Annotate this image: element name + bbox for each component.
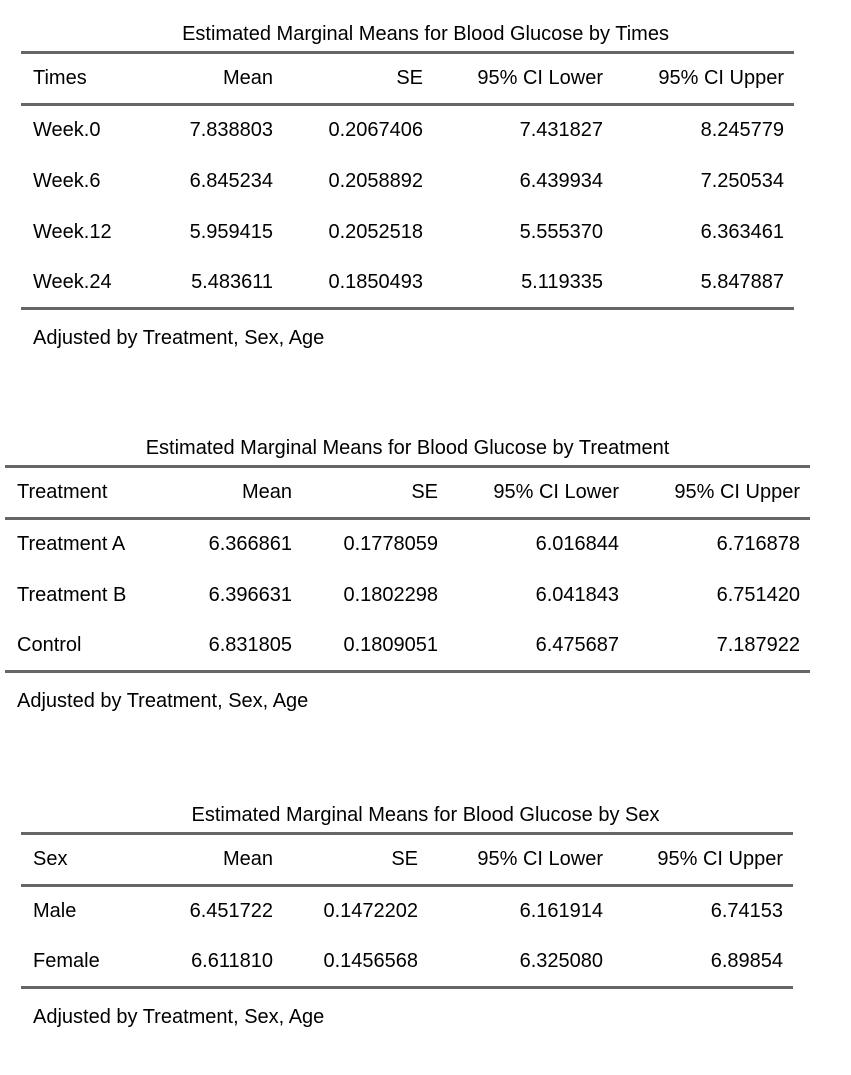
- se-cell: 0.1472202: [323, 900, 418, 923]
- table-title-sex: Estimated Marginal Means for Blood Gluco…: [191, 804, 660, 826]
- column-header-mean: Mean: [222, 67, 273, 89]
- ci-upper-cell: 6.74153: [710, 900, 783, 923]
- se-cell: 0.2058892: [328, 169, 423, 192]
- mean-cell: 6.366861: [208, 533, 292, 556]
- row-label-cell: Week.0: [33, 119, 101, 142]
- ci-upper-cell: 7.187922: [716, 633, 800, 656]
- header-row: Sex Mean SE 95% CI Lower 95% CI Upper: [21, 834, 793, 886]
- row-label-cell: Female: [33, 949, 100, 972]
- column-header-mean: Mean: [222, 848, 273, 870]
- ci-upper-cell: 6.89854: [710, 949, 783, 972]
- table-row: Week.24 5.483611 0.1850493 5.119335 5.84…: [21, 258, 794, 309]
- row-label-cell: Control: [17, 633, 82, 656]
- emm-sex-table: Sex Mean SE 95% CI Lower 95% CI Upper Ma…: [21, 832, 793, 989]
- table-row: Week.6 6.845234 0.2058892 6.439934 7.250…: [21, 156, 794, 207]
- ci-lower-cell: 6.161914: [519, 900, 603, 923]
- ci-upper-cell: 6.751420: [716, 583, 800, 606]
- row-label-cell: Week.24: [33, 270, 112, 293]
- table-title-treatment: Estimated Marginal Means for Blood Gluco…: [145, 437, 670, 459]
- se-cell: 0.1850493: [328, 270, 423, 293]
- header-row: Times Mean SE 95% CI Lower 95% CI Upper: [21, 53, 794, 105]
- se-cell: 0.2052518: [328, 220, 423, 243]
- mean-cell: 6.611810: [191, 949, 273, 972]
- row-label-cell: Week.6: [33, 169, 101, 192]
- column-header-ci-lower: 95% CI Lower: [493, 481, 619, 503]
- mean-cell: 6.451722: [189, 900, 273, 923]
- mean-cell: 7.838803: [189, 119, 273, 142]
- ci-upper-cell: 6.363461: [700, 220, 784, 243]
- ci-lower-cell: 6.475687: [535, 633, 619, 656]
- table-title-times: Estimated Marginal Means for Blood Gluco…: [182, 23, 669, 45]
- ci-upper-cell: 8.245779: [700, 119, 784, 142]
- se-cell: 0.1809051: [343, 633, 438, 656]
- emm-times-table: Times Mean SE 95% CI Lower 95% CI Upper …: [21, 51, 794, 310]
- column-header-treatment: Treatment: [17, 481, 108, 503]
- mean-cell: 6.845234: [189, 169, 273, 192]
- ci-lower-cell: 6.016844: [535, 533, 619, 556]
- table-row: Treatment A 6.366861 0.1778059 6.016844 …: [5, 519, 810, 570]
- ci-lower-cell: 6.041843: [535, 583, 619, 606]
- se-cell: 0.1802298: [343, 583, 438, 606]
- se-cell: 0.2067406: [328, 119, 423, 142]
- row-label-cell: Male: [33, 900, 77, 923]
- table-footnote: Adjusted by Treatment, Sex, Age: [33, 327, 325, 349]
- table-row: Week.0 7.838803 0.2067406 7.431827 8.245…: [21, 105, 794, 156]
- ci-lower-cell: 6.439934: [519, 169, 603, 192]
- se-cell: 0.1778059: [343, 533, 438, 556]
- column-header-times: Times: [33, 67, 87, 89]
- ci-lower-cell: 6.325080: [519, 949, 603, 972]
- emm-by-sex-section: Estimated Marginal Means for Blood Gluco…: [21, 805, 793, 1027]
- column-header-ci-upper: 95% CI Upper: [657, 848, 783, 870]
- row-label-cell: Week.12: [33, 220, 112, 243]
- column-header-ci-upper: 95% CI Upper: [674, 481, 800, 503]
- row-label-cell: Treatment B: [17, 583, 127, 606]
- ci-lower-cell: 7.431827: [519, 119, 603, 142]
- column-header-se: SE: [391, 848, 418, 870]
- table-row: Male 6.451722 0.1472202 6.161914 6.74153: [21, 886, 793, 937]
- ci-upper-cell: 7.250534: [700, 169, 784, 192]
- emm-treatment-table: Treatment Mean SE 95% CI Lower 95% CI Up…: [5, 465, 810, 673]
- ci-lower-cell: 5.555370: [519, 220, 603, 243]
- mean-cell: 5.959415: [189, 220, 273, 243]
- emm-by-treatment-section: Estimated Marginal Means for Blood Gluco…: [5, 438, 810, 711]
- column-header-sex: Sex: [33, 848, 68, 870]
- se-cell: 0.1456568: [323, 949, 418, 972]
- table-row: Control 6.831805 0.1809051 6.475687 7.18…: [5, 621, 810, 672]
- mean-cell: 6.396631: [208, 583, 292, 606]
- table-footnote: Adjusted by Treatment, Sex, Age: [33, 1006, 325, 1028]
- table-row: Treatment B 6.396631 0.1802298 6.041843 …: [5, 570, 810, 621]
- mean-cell: 5.483611: [191, 270, 273, 293]
- ci-upper-cell: 6.716878: [716, 533, 800, 556]
- table-row: Week.12 5.959415 0.2052518 5.555370 6.36…: [21, 207, 794, 258]
- table-footnote: Adjusted by Treatment, Sex, Age: [17, 690, 309, 712]
- column-header-se: SE: [411, 481, 438, 503]
- column-header-se: SE: [396, 67, 423, 89]
- column-header-ci-upper: 95% CI Upper: [658, 67, 784, 89]
- header-row: Treatment Mean SE 95% CI Lower 95% CI Up…: [5, 467, 810, 519]
- mean-cell: 6.831805: [208, 633, 292, 656]
- column-header-ci-lower: 95% CI Lower: [477, 848, 603, 870]
- ci-upper-cell: 5.847887: [700, 270, 784, 293]
- ci-lower-cell: 5.119335: [521, 270, 603, 293]
- row-label-cell: Treatment A: [17, 533, 126, 556]
- emm-by-times-section: Estimated Marginal Means for Blood Gluco…: [21, 24, 794, 348]
- column-header-mean: Mean: [241, 481, 292, 503]
- column-header-ci-lower: 95% CI Lower: [477, 67, 603, 89]
- table-row: Female 6.611810 0.1456568 6.325080 6.898…: [21, 937, 793, 988]
